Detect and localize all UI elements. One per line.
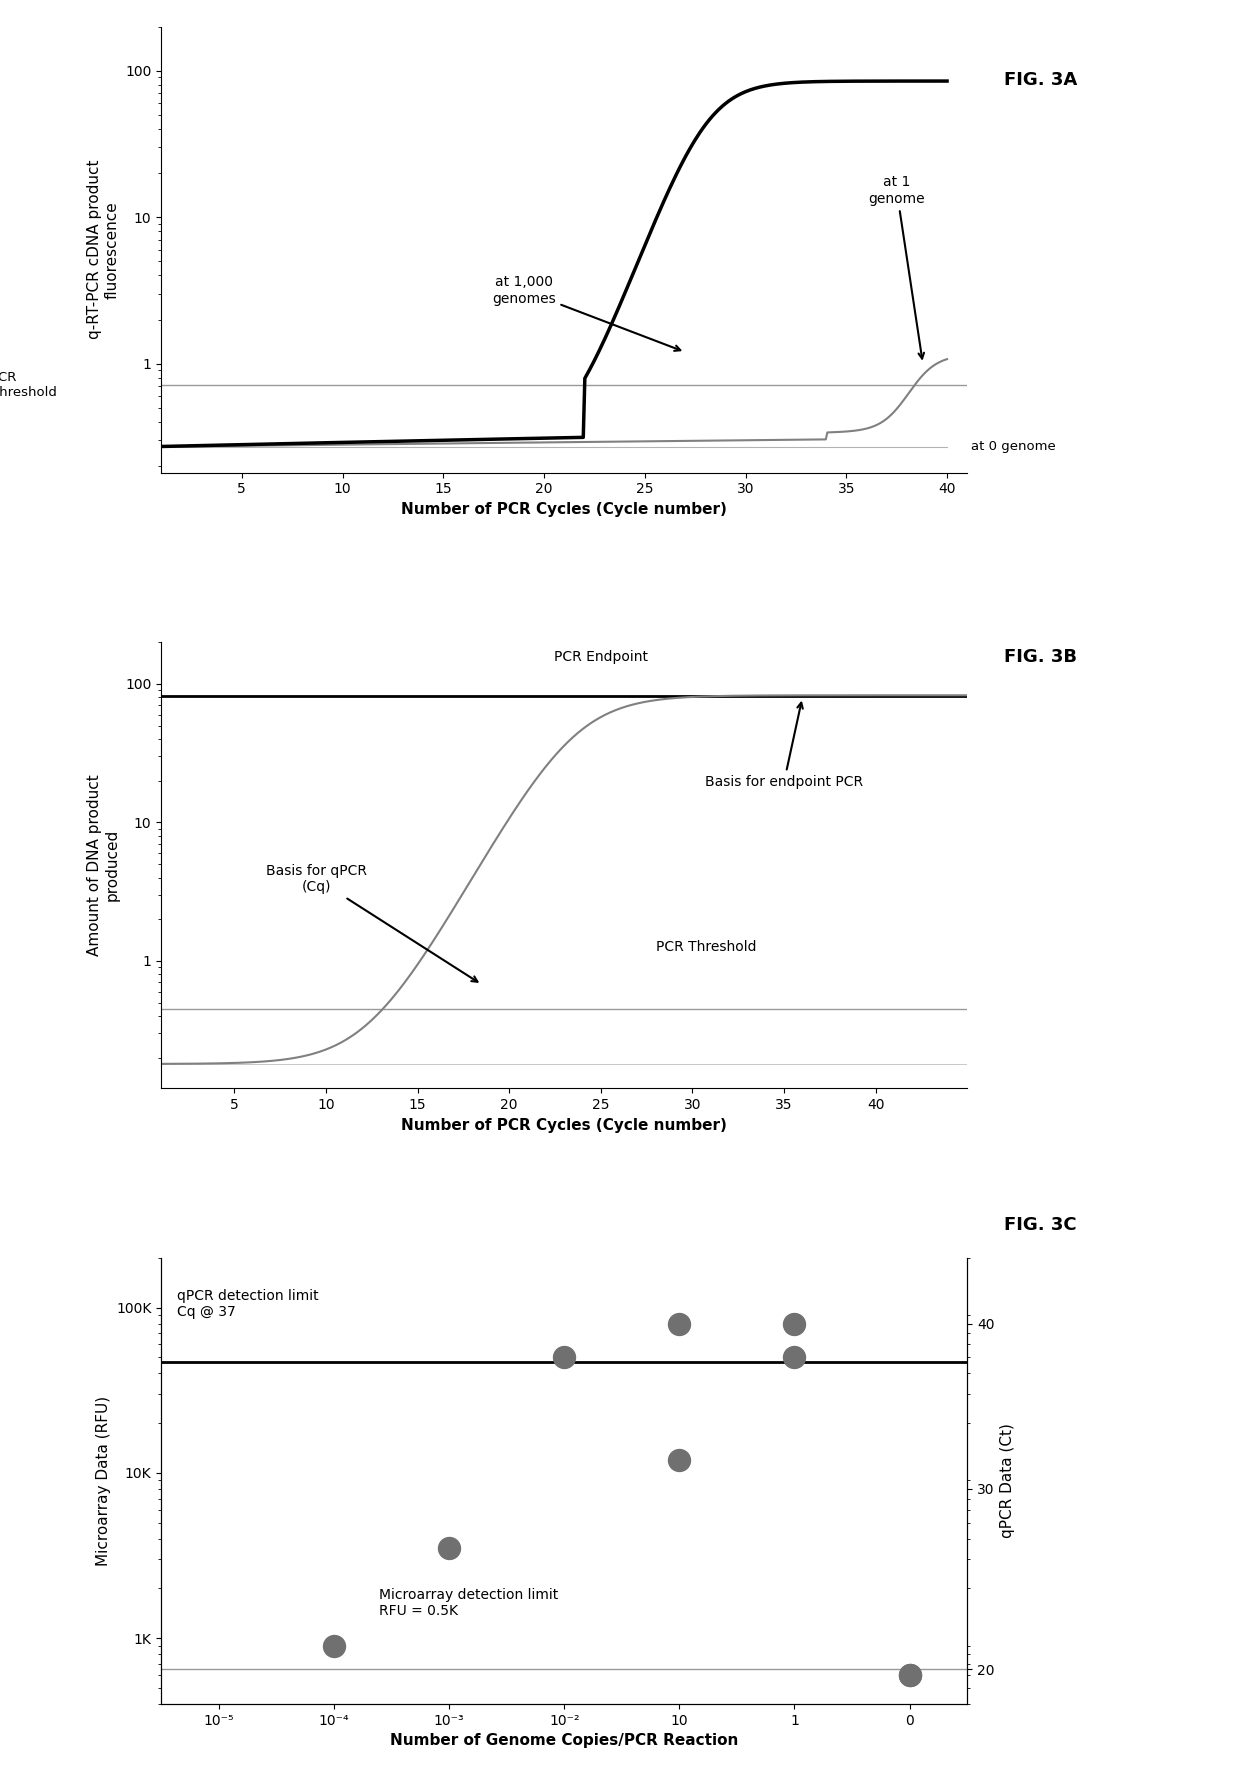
Y-axis label: Amount of DNA product
produced: Amount of DNA product produced	[87, 774, 119, 957]
Text: PCR
Threshold: PCR Threshold	[0, 371, 57, 399]
Y-axis label: qPCR Data (Ct): qPCR Data (Ct)	[999, 1424, 1016, 1539]
Y-axis label: q-RT-PCR cDNA product
fluorescence: q-RT-PCR cDNA product fluorescence	[87, 160, 119, 339]
Text: FIG. 3C: FIG. 3C	[1004, 1216, 1078, 1234]
Point	[785, 1344, 805, 1372]
Text: PCR Threshold: PCR Threshold	[656, 939, 756, 953]
Point	[785, 1310, 805, 1338]
Text: Basis for qPCR
(Cq): Basis for qPCR (Cq)	[267, 864, 477, 982]
Point	[324, 1631, 343, 1660]
Point	[439, 1534, 459, 1562]
Text: at 0 genome: at 0 genome	[971, 440, 1056, 453]
Text: Basis for endpoint PCR: Basis for endpoint PCR	[706, 703, 863, 790]
Point	[900, 1661, 920, 1690]
X-axis label: Number of PCR Cycles (Cycle number): Number of PCR Cycles (Cycle number)	[402, 502, 727, 517]
Text: PCR Endpoint: PCR Endpoint	[554, 650, 647, 664]
X-axis label: Number of PCR Cycles (Cycle number): Number of PCR Cycles (Cycle number)	[402, 1118, 727, 1132]
Text: FIG. 3A: FIG. 3A	[1004, 71, 1078, 89]
Text: qPCR detection limit
Cq @ 37: qPCR detection limit Cq @ 37	[177, 1289, 319, 1319]
Y-axis label: Microarray Data (RFU): Microarray Data (RFU)	[95, 1395, 110, 1566]
Point	[670, 1445, 689, 1473]
Text: at 1
genome: at 1 genome	[868, 176, 925, 359]
Point	[670, 1310, 689, 1338]
Text: FIG. 3B: FIG. 3B	[1004, 648, 1078, 666]
Text: at 1,000
genomes: at 1,000 genomes	[492, 275, 681, 351]
Text: Microarray detection limit
RFU = 0.5K: Microarray detection limit RFU = 0.5K	[379, 1589, 558, 1619]
Point	[554, 1344, 574, 1372]
Point	[900, 1661, 920, 1690]
X-axis label: Number of Genome Copies/PCR Reaction: Number of Genome Copies/PCR Reaction	[391, 1732, 738, 1748]
